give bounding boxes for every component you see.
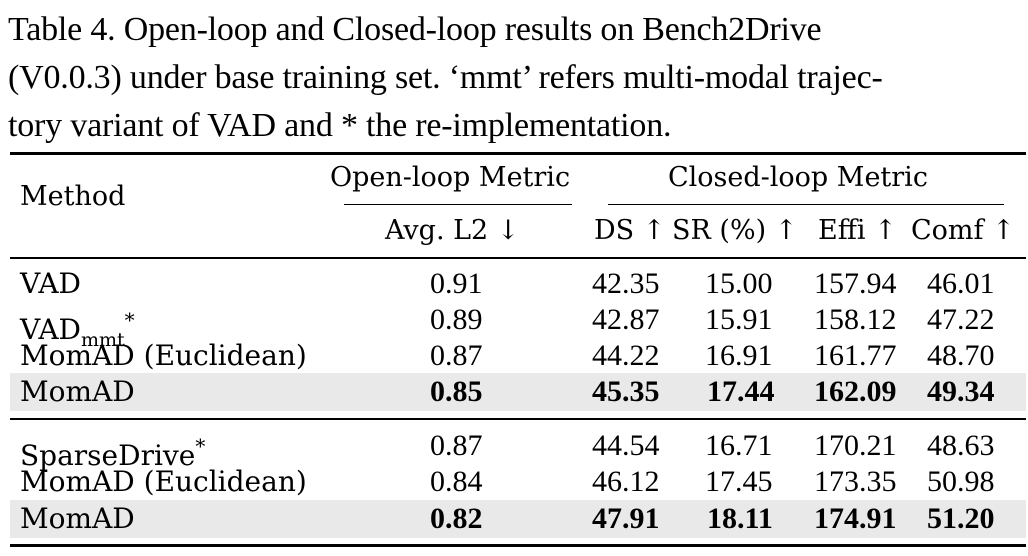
- table-top-rule: [10, 152, 1026, 155]
- row-avg-l2: 0.85: [430, 375, 483, 408]
- row-ds: 44.22: [592, 339, 660, 372]
- row-avg-l2: 0.87: [430, 339, 483, 372]
- row-avg-l2: 0.82: [430, 502, 483, 535]
- caption-line-2: (V0.0.3) under base training set. ‘mmt’ …: [8, 59, 883, 96]
- row-comf: 51.20: [927, 502, 995, 535]
- row-comf: 49.34: [927, 375, 995, 408]
- closed-loop-group-rule: [608, 204, 1004, 206]
- method-superscript: *: [124, 308, 135, 332]
- row-sr: 16.91: [705, 339, 773, 372]
- row-method: VAD: [20, 267, 81, 300]
- row-sr: 15.91: [705, 303, 773, 336]
- group-separator-rule: [10, 418, 1026, 420]
- row-ds: 45.35: [592, 375, 660, 408]
- row-method: MomAD: [20, 375, 135, 408]
- row-method: SparseDrive*: [20, 428, 205, 474]
- header-ds: DS ↑: [594, 215, 666, 246]
- highlight-row-group2: [10, 500, 1026, 538]
- caption-line-1: Table 4. Open-loop and Closed-loop resul…: [8, 11, 822, 48]
- row-method: MomAD (Euclidean): [20, 465, 307, 498]
- row-sr: 17.44: [707, 375, 775, 408]
- row-ds: 42.87: [592, 303, 660, 336]
- method-base: VAD: [20, 313, 81, 346]
- row-ds: 44.54: [592, 429, 660, 462]
- header-bottom-rule: [10, 257, 1026, 259]
- row-effi: 173.35: [814, 465, 897, 498]
- row-effi: 170.21: [814, 429, 897, 462]
- row-effi: 157.94: [814, 267, 897, 300]
- row-avg-l2: 0.84: [430, 465, 483, 498]
- row-effi: 158.12: [814, 303, 897, 336]
- row-ds: 42.35: [592, 267, 660, 300]
- header-closed-loop-group: Closed-loop Metric: [668, 162, 928, 193]
- row-method: VADmmt*: [20, 302, 135, 358]
- highlight-row-group1: [10, 373, 1026, 411]
- row-ds: 47.91: [592, 502, 660, 535]
- row-avg-l2: 0.87: [430, 429, 483, 462]
- row-comf: 46.01: [927, 267, 995, 300]
- method-subscript: mmt: [81, 329, 125, 351]
- row-method: MomAD (Euclidean): [20, 339, 307, 372]
- row-sr: 15.00: [705, 267, 773, 300]
- header-open-loop-group: Open-loop Metric: [330, 162, 571, 193]
- row-avg-l2: 0.91: [430, 267, 483, 300]
- method-base: SparseDrive: [20, 439, 196, 472]
- row-sr: 18.11: [707, 502, 773, 535]
- method-superscript: *: [195, 434, 206, 458]
- row-effi: 161.77: [814, 339, 897, 372]
- header-comf: Comf ↑: [911, 215, 1015, 246]
- header-avg-l2: Avg. L2 ↓: [385, 215, 520, 246]
- header-effi: Effi ↑: [818, 215, 897, 246]
- table-caption: Table 4. Open-loop and Closed-loop resul…: [8, 6, 1024, 150]
- row-comf: 48.70: [927, 339, 995, 372]
- row-sr: 17.45: [705, 465, 773, 498]
- row-comf: 47.22: [927, 303, 995, 336]
- row-comf: 48.63: [927, 429, 995, 462]
- row-sr: 16.71: [705, 429, 773, 462]
- header-sr: SR (%) ↑: [672, 215, 798, 246]
- row-avg-l2: 0.89: [430, 303, 483, 336]
- table-bottom-rule: [10, 544, 1026, 547]
- open-loop-group-rule: [344, 204, 572, 206]
- row-ds: 46.12: [592, 465, 660, 498]
- header-method: Method: [20, 181, 126, 212]
- caption-line-3: tory variant of VAD and * the re-impleme…: [8, 107, 672, 144]
- row-effi: 174.91: [814, 502, 897, 535]
- row-comf: 50.98: [927, 465, 995, 498]
- row-method: MomAD: [20, 502, 135, 535]
- row-effi: 162.09: [814, 375, 897, 408]
